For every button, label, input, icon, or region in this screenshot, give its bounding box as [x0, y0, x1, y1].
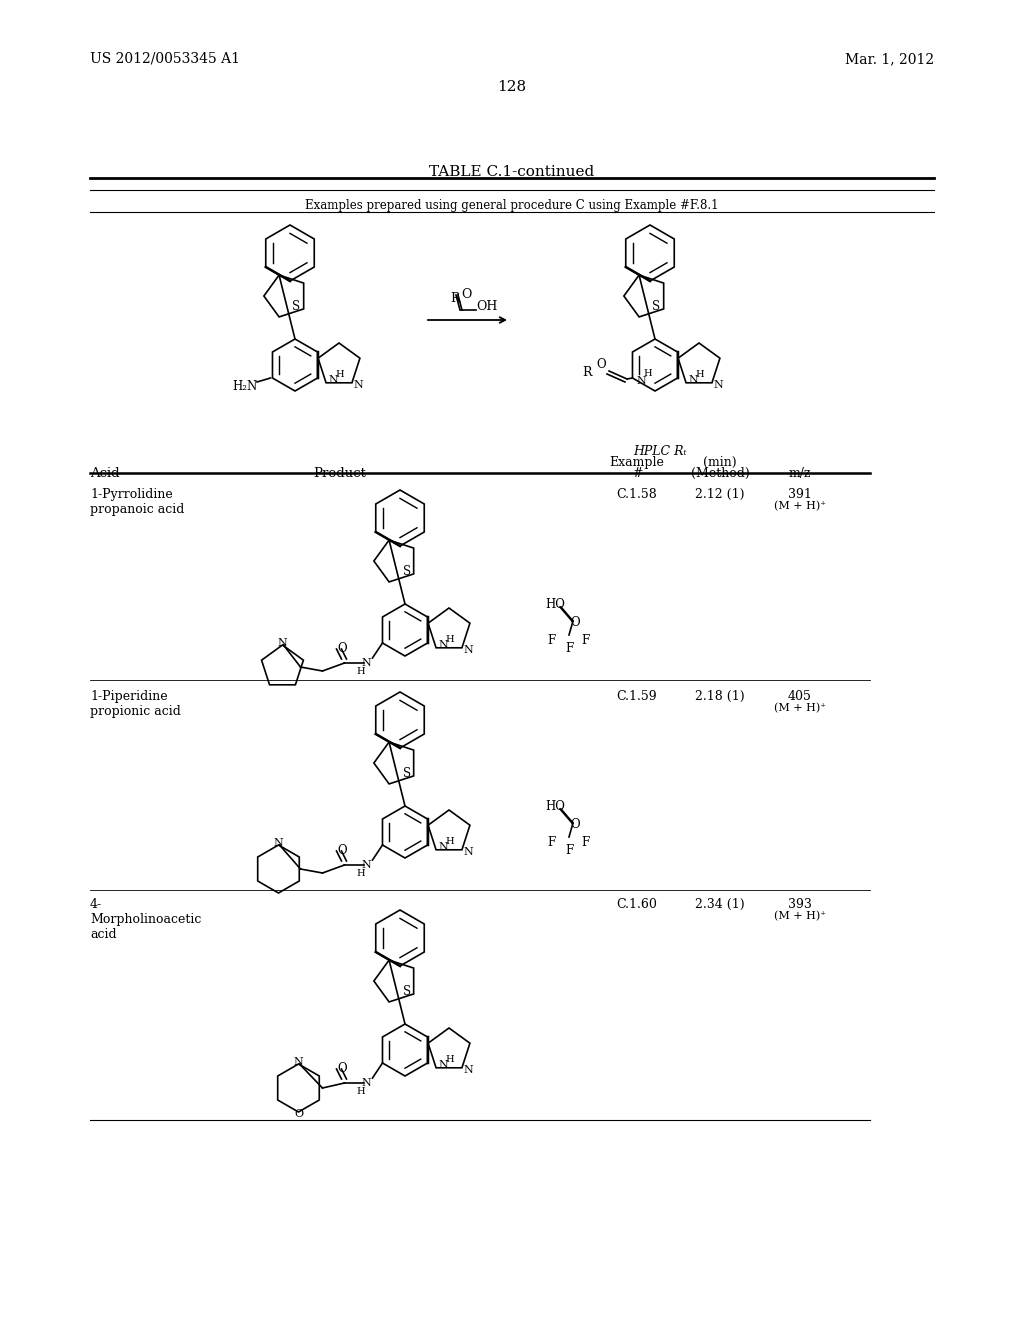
Text: H: H — [356, 869, 365, 878]
Text: F: F — [581, 635, 589, 648]
Text: N: N — [361, 657, 372, 668]
Text: O: O — [338, 845, 347, 858]
Text: TABLE C.1-continued: TABLE C.1-continued — [429, 165, 595, 180]
Text: F: F — [547, 635, 555, 648]
Text: H₂N: H₂N — [232, 380, 258, 393]
Text: N: N — [438, 842, 447, 851]
Text: S: S — [402, 565, 411, 578]
Text: (M + H)⁺: (M + H)⁺ — [774, 911, 826, 921]
Text: 2.34 (1): 2.34 (1) — [695, 898, 744, 911]
Text: #: # — [632, 467, 642, 480]
Text: C.1.59: C.1.59 — [616, 690, 657, 704]
Text: N: N — [273, 838, 284, 847]
Text: N: N — [636, 376, 646, 385]
Text: 391: 391 — [788, 488, 812, 502]
Text: (Method): (Method) — [690, 467, 750, 480]
Text: N: N — [354, 380, 364, 389]
Text: C.1.60: C.1.60 — [616, 898, 657, 911]
Text: (M + H)⁺: (M + H)⁺ — [774, 704, 826, 713]
Text: N: N — [438, 640, 447, 649]
Text: C.1.58: C.1.58 — [616, 488, 657, 502]
Text: HPLC Rₜ: HPLC Rₜ — [633, 445, 687, 458]
Text: O: O — [338, 1063, 347, 1076]
Text: US 2012/0053345 A1: US 2012/0053345 A1 — [90, 51, 240, 66]
Text: O: O — [570, 616, 580, 630]
Text: Product: Product — [313, 467, 367, 480]
Text: H: H — [356, 1086, 365, 1096]
Text: H: H — [445, 635, 454, 644]
Text: Examples prepared using general procedure C using Example #F.8.1: Examples prepared using general procedur… — [305, 199, 719, 213]
Text: 2.18 (1): 2.18 (1) — [695, 690, 744, 704]
Text: R: R — [451, 292, 460, 305]
Text: N: N — [438, 1060, 447, 1069]
Text: N: N — [328, 375, 338, 385]
Text: H: H — [644, 370, 652, 379]
Text: Acid: Acid — [90, 467, 120, 480]
Text: F: F — [547, 837, 555, 850]
Text: 1-Pyrrolidine
propanoic acid: 1-Pyrrolidine propanoic acid — [90, 488, 184, 516]
Text: HO: HO — [545, 800, 565, 813]
Text: O: O — [338, 643, 347, 656]
Text: 1-Piperidine
propionic acid: 1-Piperidine propionic acid — [90, 690, 181, 718]
Text: 393: 393 — [788, 898, 812, 911]
Text: S: S — [292, 301, 300, 313]
Text: S: S — [651, 301, 659, 313]
Text: S: S — [402, 986, 411, 998]
Text: O: O — [461, 289, 471, 301]
Text: Mar. 1, 2012: Mar. 1, 2012 — [845, 51, 934, 66]
Text: H: H — [356, 667, 365, 676]
Text: N: N — [464, 847, 474, 857]
Text: F: F — [565, 643, 573, 656]
Text: H: H — [445, 1055, 454, 1064]
Text: S: S — [402, 767, 411, 780]
Text: (M + H)⁺: (M + H)⁺ — [774, 502, 826, 511]
Text: Example: Example — [609, 455, 665, 469]
Text: N: N — [361, 861, 372, 870]
Text: O: O — [570, 818, 580, 832]
Text: N: N — [714, 380, 724, 389]
Text: N: N — [688, 375, 697, 385]
Text: H: H — [695, 371, 703, 379]
Text: 405: 405 — [788, 690, 812, 704]
Text: H: H — [445, 837, 454, 846]
Text: 128: 128 — [498, 81, 526, 94]
Text: N: N — [464, 644, 474, 655]
Text: N: N — [361, 1078, 372, 1088]
Text: H: H — [335, 371, 344, 379]
Text: O: O — [294, 1109, 303, 1119]
Text: N: N — [294, 1057, 303, 1067]
Text: HO: HO — [545, 598, 565, 611]
Text: F: F — [581, 837, 589, 850]
Text: (min): (min) — [703, 455, 737, 469]
Text: O: O — [596, 359, 606, 371]
Text: F: F — [565, 845, 573, 858]
Text: N: N — [464, 1065, 474, 1074]
Text: R: R — [583, 367, 592, 380]
Text: 2.12 (1): 2.12 (1) — [695, 488, 744, 502]
Text: N: N — [278, 638, 288, 648]
Text: m/z: m/z — [788, 467, 811, 480]
Text: 4-
Morpholinoacetic
acid: 4- Morpholinoacetic acid — [90, 898, 202, 941]
Text: OH: OH — [476, 301, 498, 314]
